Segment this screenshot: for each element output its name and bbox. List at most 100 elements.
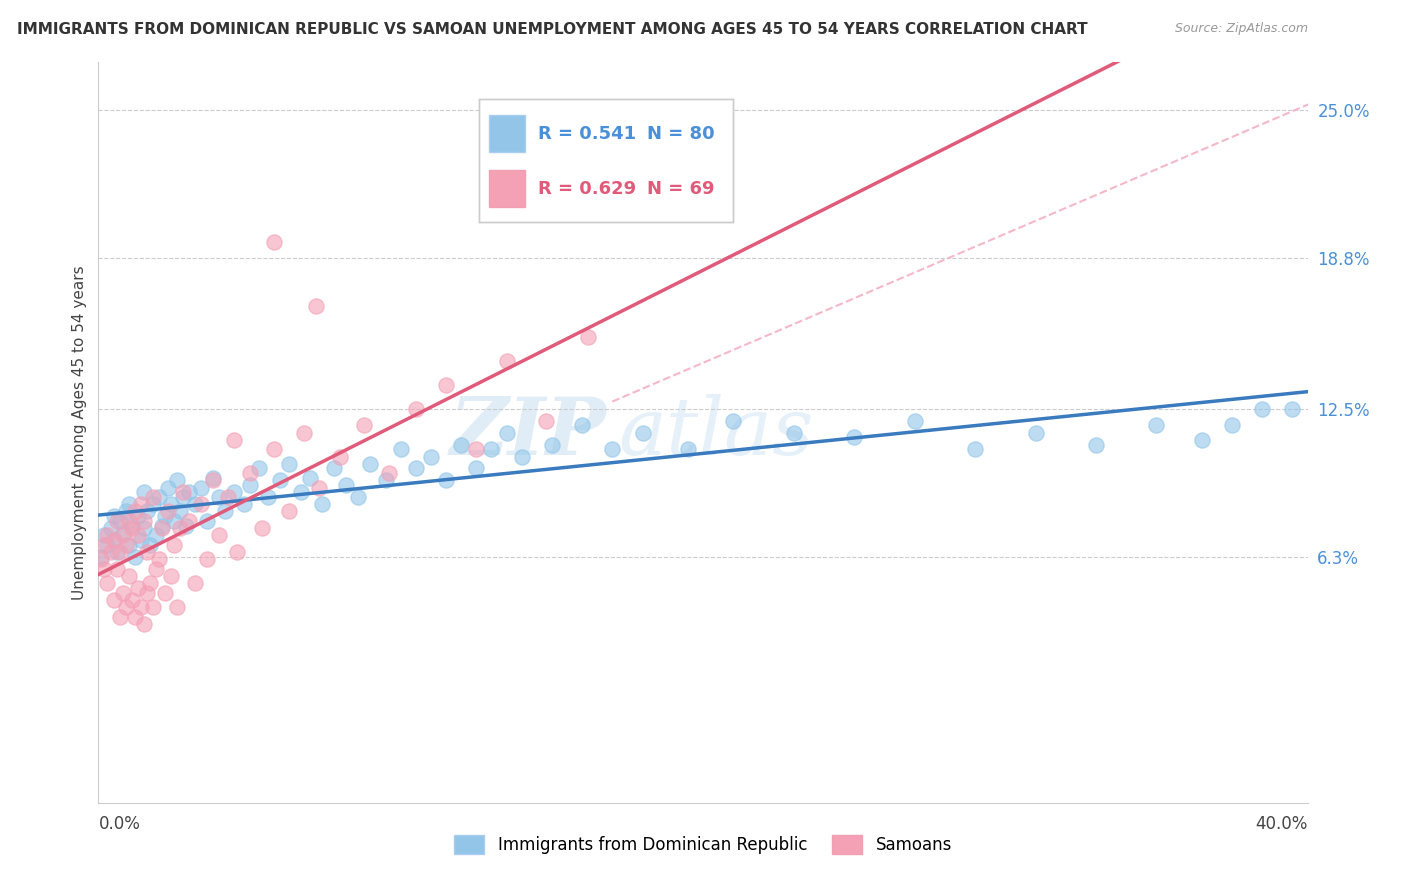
Point <box>166 474 188 488</box>
Point <box>111 525 134 540</box>
Point <box>135 504 157 518</box>
Point <box>93 528 115 542</box>
Point <box>347 490 370 504</box>
Point <box>169 521 191 535</box>
Point <box>150 521 173 535</box>
Point <box>135 545 157 559</box>
Point <box>263 235 285 249</box>
Point <box>118 538 141 552</box>
Point <box>132 521 155 535</box>
Point <box>208 490 231 504</box>
Point <box>904 414 927 428</box>
Point <box>111 585 134 599</box>
Point <box>290 485 312 500</box>
Text: IMMIGRANTS FROM DOMINICAN REPUBLIC VS SAMOAN UNEMPLOYMENT AMONG AGES 45 TO 54 YE: IMMIGRANTS FROM DOMINICAN REPUBLIC VS SA… <box>17 22 1087 37</box>
Point <box>420 450 443 464</box>
Point <box>124 609 146 624</box>
Text: atlas: atlas <box>619 394 814 471</box>
Point <box>631 425 654 440</box>
Point <box>1085 437 1108 451</box>
Point <box>195 552 218 566</box>
Point <box>495 354 517 368</box>
Point <box>465 442 488 457</box>
Point <box>190 481 212 495</box>
Point <box>93 562 115 576</box>
Legend: Immigrants from Dominican Republic, Samoans: Immigrants from Dominican Republic, Samo… <box>447 829 959 861</box>
Point <box>374 474 396 488</box>
Point <box>114 504 136 518</box>
Point <box>139 576 162 591</box>
Point <box>389 442 412 457</box>
Point <box>405 461 427 475</box>
Point <box>465 461 488 475</box>
Point <box>160 569 183 583</box>
Point <box>105 545 128 559</box>
Text: 0.0%: 0.0% <box>98 814 141 833</box>
Point <box>96 538 118 552</box>
Point <box>135 585 157 599</box>
Point <box>121 518 143 533</box>
Point <box>156 504 179 518</box>
Point <box>148 490 170 504</box>
Point <box>96 528 118 542</box>
Point <box>142 497 165 511</box>
Point <box>335 478 357 492</box>
Point <box>153 585 176 599</box>
Point <box>510 450 533 464</box>
Point <box>1024 425 1046 440</box>
Point <box>142 599 165 614</box>
Point <box>169 504 191 518</box>
Point <box>676 442 699 457</box>
Point <box>129 497 152 511</box>
Point <box>250 521 273 535</box>
Point <box>132 485 155 500</box>
Point <box>127 509 149 524</box>
Point <box>239 478 262 492</box>
Point <box>965 442 987 457</box>
Point <box>153 509 176 524</box>
Point <box>602 442 624 457</box>
Point <box>124 504 146 518</box>
Point <box>377 467 399 481</box>
Point <box>576 330 599 344</box>
Point <box>103 533 125 547</box>
Point <box>224 433 246 447</box>
Point <box>190 497 212 511</box>
Point <box>132 616 155 631</box>
Point <box>214 504 236 518</box>
Point <box>132 514 155 528</box>
Point <box>202 471 225 485</box>
Y-axis label: Unemployment Among Ages 45 to 54 years: Unemployment Among Ages 45 to 54 years <box>72 265 87 600</box>
Point <box>353 418 375 433</box>
Point <box>1281 401 1303 416</box>
Point <box>100 545 122 559</box>
Point <box>105 514 128 528</box>
Point <box>277 504 299 518</box>
Point <box>93 538 115 552</box>
Point <box>329 450 352 464</box>
Point <box>114 599 136 614</box>
Point <box>305 299 328 313</box>
Point <box>174 518 197 533</box>
Point <box>166 599 188 614</box>
Point <box>103 509 125 524</box>
Point <box>184 497 207 511</box>
Point <box>145 562 167 576</box>
Point <box>163 538 186 552</box>
Point <box>217 490 239 504</box>
Point <box>179 514 201 528</box>
Point <box>1144 418 1167 433</box>
Point <box>139 538 162 552</box>
Text: 40.0%: 40.0% <box>1256 814 1308 833</box>
Point <box>202 474 225 488</box>
Point <box>450 437 472 451</box>
Point <box>571 418 593 433</box>
Point <box>269 474 291 488</box>
Point <box>129 533 152 547</box>
Point <box>145 528 167 542</box>
Point <box>111 528 134 542</box>
Point <box>723 414 745 428</box>
Point <box>90 549 112 564</box>
Point <box>783 425 806 440</box>
Point <box>481 442 503 457</box>
